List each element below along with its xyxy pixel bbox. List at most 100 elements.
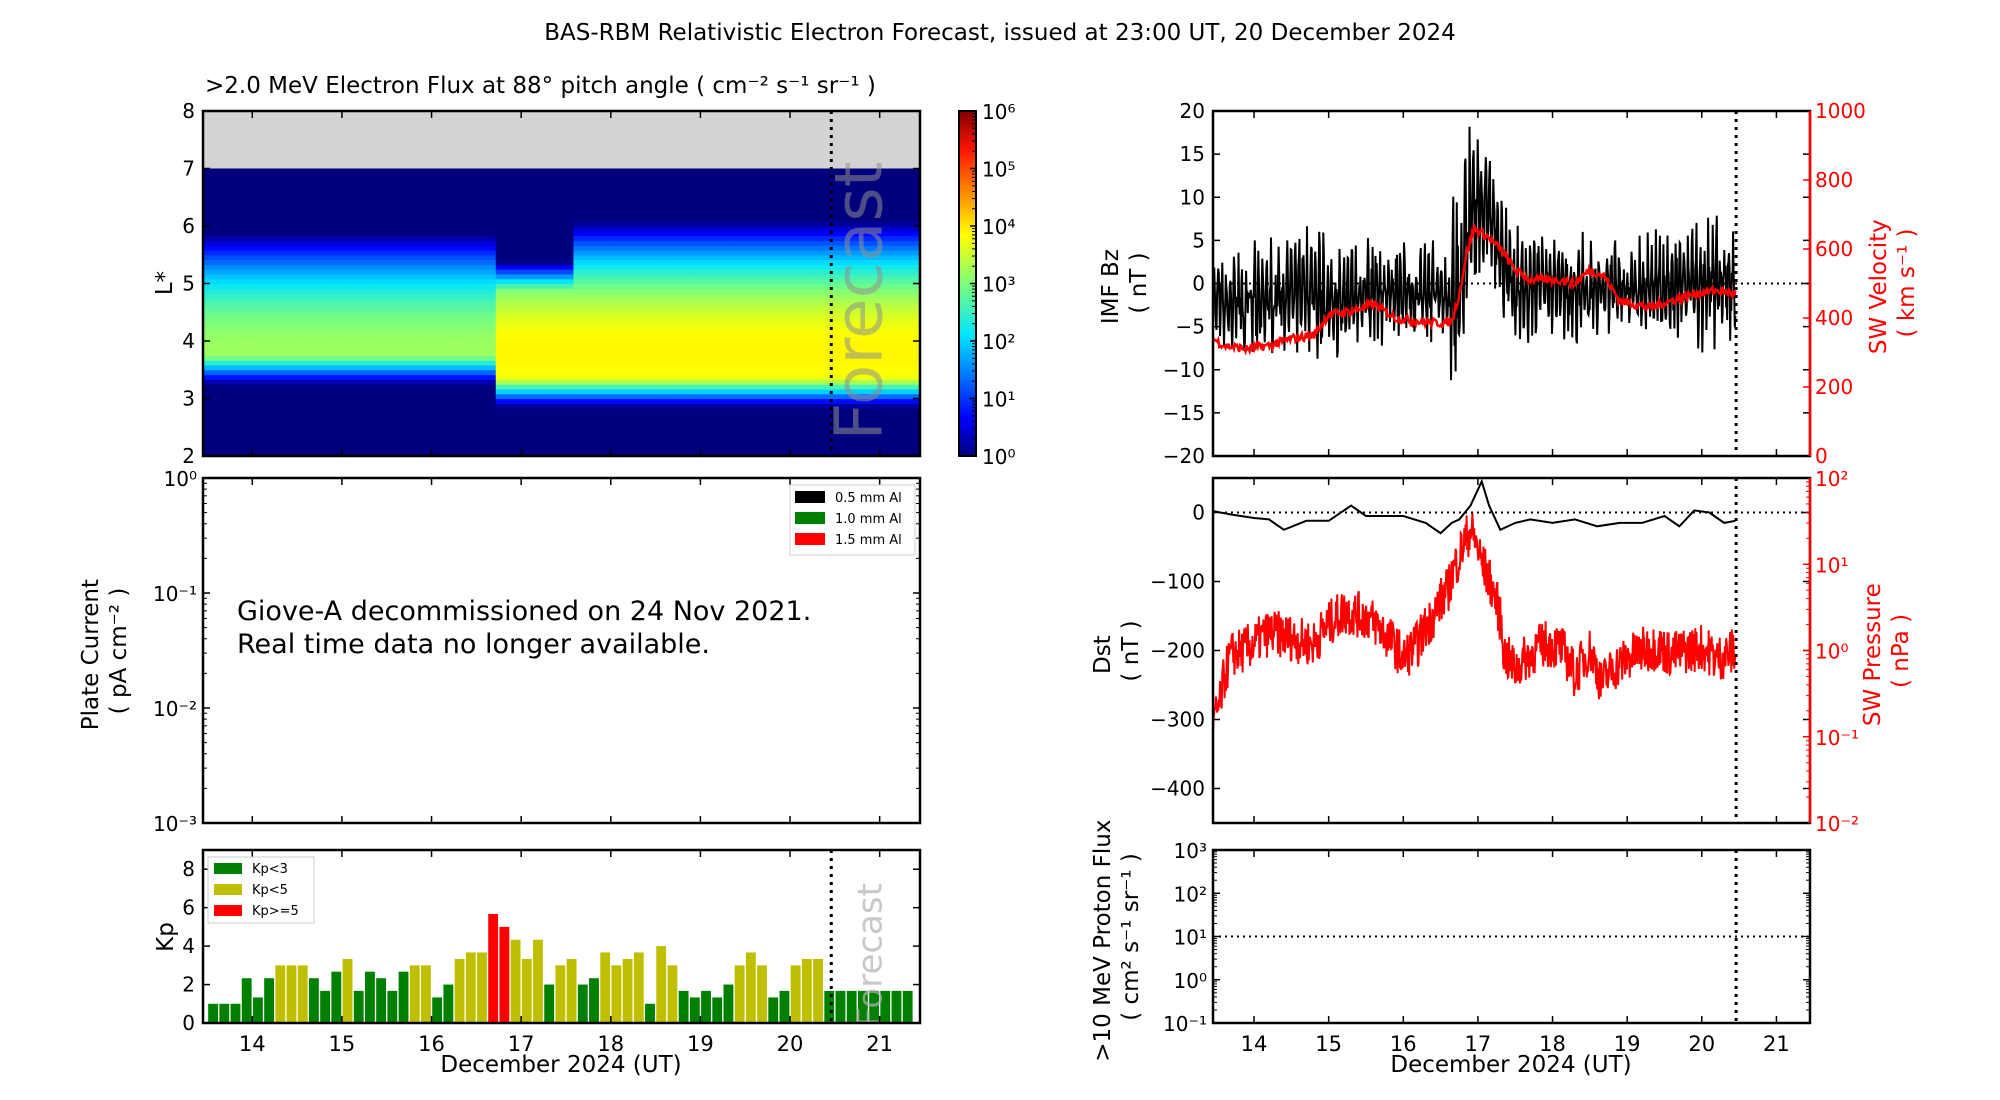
- heatmap-cell: [376, 297, 383, 304]
- heatmap-cell: [364, 364, 371, 371]
- heatmap-cell: [525, 288, 533, 294]
- heatmap-cell: [322, 249, 330, 256]
- heatmap-cell: [262, 374, 270, 380]
- heatmap-cell: [250, 446, 258, 452]
- heatmap-cell: [543, 173, 551, 179]
- heatmap-cell: [364, 422, 371, 428]
- heatmap-cell: [501, 269, 509, 275]
- heatmap-cell: [346, 441, 353, 448]
- heatmap-cell: [692, 331, 700, 337]
- heatmap-cell: [459, 187, 467, 194]
- heatmap-cell: [555, 403, 563, 409]
- heatmap-cell: [424, 432, 431, 438]
- heatmap-cell: [424, 216, 431, 222]
- heatmap-cell: [316, 278, 324, 285]
- heatmap-cell: [501, 168, 509, 174]
- heatmap-cell: [316, 187, 324, 194]
- heatmap-cell: [322, 173, 330, 179]
- heatmap-cell: [477, 341, 485, 347]
- heatmap-cell: [633, 221, 640, 227]
- heatmap-cell: [501, 259, 509, 265]
- heatmap-cell: [549, 355, 557, 361]
- heatmap-cell: [418, 360, 425, 366]
- heatmap-cell: [669, 269, 676, 275]
- heatmap-cell: [292, 206, 300, 213]
- heatmap-cell: [663, 259, 670, 265]
- heatmap-cell: [328, 307, 336, 313]
- heatmap-cell: [573, 412, 581, 419]
- heatmap-cell: [388, 417, 395, 424]
- heatmap-cell: [268, 432, 276, 438]
- heatmap-cell: [669, 441, 676, 448]
- heatmap-cell: [226, 436, 234, 443]
- heatmap-cell: [579, 202, 586, 208]
- heatmap-cell: [244, 417, 252, 424]
- heatmap-cell: [621, 226, 628, 232]
- heatmap-cell: [352, 432, 359, 438]
- heatmap-cell: [513, 451, 521, 456]
- heatmap-cell: [376, 230, 383, 237]
- heatmap-cell: [657, 187, 664, 194]
- heatmap-cell: [238, 331, 246, 337]
- heatmap-cell: [388, 302, 395, 309]
- heatmap-cell: [238, 230, 246, 237]
- heatmap-cell: [561, 278, 569, 285]
- heatmap-cell: [268, 336, 276, 342]
- heatmap-cell: [591, 240, 598, 246]
- heatmap-cell: [501, 173, 509, 179]
- heatmap-cell: [537, 259, 545, 265]
- heatmap-cell: [214, 317, 222, 323]
- heatmap-cell: [250, 403, 258, 409]
- heatmap-cell: [358, 278, 365, 285]
- heatmap-cell: [203, 192, 210, 198]
- heatmap-cell: [436, 317, 443, 323]
- heatmap-cell: [615, 321, 622, 328]
- heatmap-cell: [471, 249, 479, 256]
- heatmap-cell: [334, 412, 342, 419]
- heatmap-cell: [591, 408, 598, 414]
- heatmap-cell: [388, 206, 395, 213]
- heatmap-cell: [238, 254, 246, 261]
- heatmap-cell: [406, 317, 413, 323]
- heatmap-cell: [412, 350, 419, 356]
- heatmap-cell: [507, 312, 515, 318]
- heatmap-cell: [483, 288, 491, 294]
- heatmap-cell: [238, 302, 246, 309]
- heatmap-cell: [591, 245, 598, 251]
- heatmap-cell: [400, 197, 407, 203]
- heatmap-cell: [364, 446, 371, 452]
- heatmap-cell: [477, 264, 485, 270]
- heatmap-cell: [334, 249, 342, 256]
- heatmap-cell: [436, 245, 443, 251]
- heatmap-cell: [675, 436, 682, 443]
- heatmap-cell: [203, 235, 210, 241]
- heatmap-cell: [238, 326, 246, 333]
- heatmap-cell: [244, 384, 252, 390]
- heatmap-cell: [627, 446, 634, 452]
- heatmap-cell: [579, 226, 586, 232]
- heatmap-cell: [274, 355, 282, 361]
- heatmap-cell: [316, 398, 324, 404]
- heatmap-cell: [465, 278, 473, 285]
- heatmap-cell: [537, 432, 545, 438]
- heatmap-cell: [567, 269, 575, 275]
- heatmap-cell: [597, 259, 604, 265]
- heatmap-cell: [507, 388, 515, 395]
- heatmap-cell: [334, 168, 342, 174]
- heatmap-cell: [376, 187, 383, 194]
- heatmap-cell: [686, 374, 694, 380]
- heatmap-cell: [609, 254, 616, 261]
- heatmap-cell: [226, 264, 234, 270]
- heatmap-cell: [238, 350, 246, 356]
- heatmap-cell: [280, 369, 288, 376]
- heatmap-cell: [573, 273, 581, 280]
- heatmap-cell: [256, 317, 264, 323]
- heatmap-cell: [531, 240, 539, 246]
- heatmap-cell: [238, 355, 246, 361]
- heatmap-cell: [382, 273, 389, 280]
- heatmap-cell: [561, 293, 569, 299]
- heatmap-cell: [340, 417, 347, 424]
- heatmap-cell: [591, 369, 598, 376]
- heatmap-cell: [232, 249, 240, 256]
- heatmap-cell: [525, 211, 533, 218]
